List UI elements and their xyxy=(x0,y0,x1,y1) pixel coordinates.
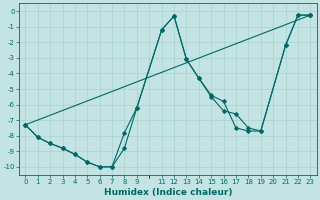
X-axis label: Humidex (Indice chaleur): Humidex (Indice chaleur) xyxy=(104,188,232,197)
